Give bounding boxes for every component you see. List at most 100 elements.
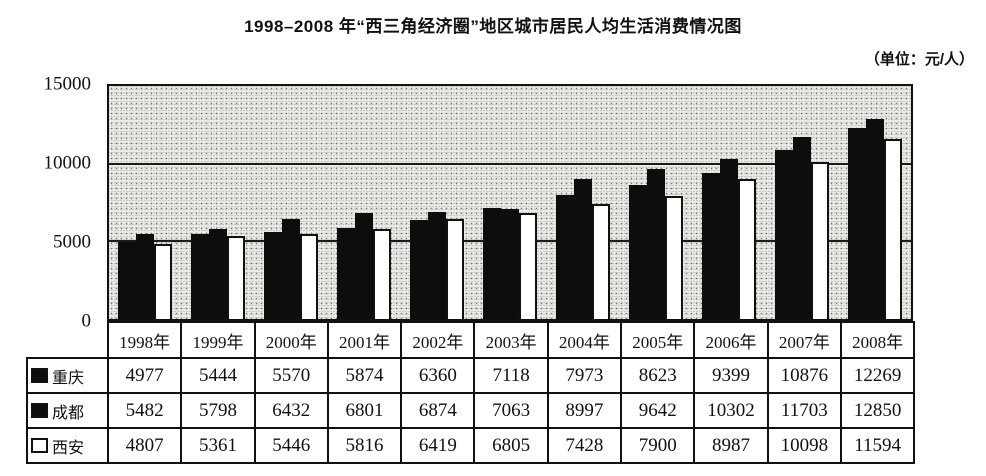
bar-group-2006年 xyxy=(692,86,765,319)
bar-group-2001年 xyxy=(328,86,401,319)
value-cell-重庆-2006年: 9399 xyxy=(693,357,769,394)
value-cell-西安-2003年: 6805 xyxy=(473,427,549,464)
bar-group-1998年 xyxy=(109,86,182,319)
value-cell-西安-2000年: 5446 xyxy=(253,427,329,464)
value-cell-成都-2007年: 11703 xyxy=(766,392,842,429)
value-cell-重庆-2007年: 10876 xyxy=(766,357,842,394)
table-body: 1998年 1999年 2000年 2001年 2002年 2003年 2004年 2005年… xyxy=(26,321,916,464)
legend-swatch-重庆 xyxy=(31,368,48,383)
year-cell-2003年: 2003年 xyxy=(473,321,549,359)
year-cell-2008年: 2008年 xyxy=(839,321,916,359)
value-cell-西安-1999年: 5361 xyxy=(180,427,256,464)
y-tick-label: 15000 xyxy=(43,73,92,95)
bar-西安-2006年 xyxy=(737,179,756,319)
bar-groups xyxy=(109,86,911,319)
bar-重庆-2000年 xyxy=(264,232,283,319)
ghost-cell xyxy=(27,322,108,358)
year-cell-2006年: 2006年 xyxy=(693,321,769,359)
legend-inner: 西安 xyxy=(28,434,107,458)
value-cell-重庆-2008年: 12269 xyxy=(839,357,916,394)
bar-西安-2000年 xyxy=(300,234,319,319)
legend-label: 西安 xyxy=(52,439,85,457)
bar-group-1999年 xyxy=(182,86,255,319)
bar-西安-2003年 xyxy=(518,213,537,319)
bar-重庆-2001年 xyxy=(337,227,356,319)
value-cell-重庆-2000年: 5570 xyxy=(253,357,329,394)
y-tick-label: 0 xyxy=(81,310,92,332)
bar-成都-2005年 xyxy=(646,169,665,319)
bar-西安-1999年 xyxy=(227,235,246,319)
legend-cell-西安: 西安 xyxy=(26,427,109,464)
bar-成都-1998年 xyxy=(136,233,155,319)
year-cell-2005年: 2005年 xyxy=(620,321,696,359)
bar-成都-1999年 xyxy=(209,228,228,319)
bar-重庆-2005年 xyxy=(628,185,647,319)
value-cell-成都-2006年: 10302 xyxy=(693,392,769,429)
value-cell-西安-1998年: 4807 xyxy=(106,427,183,464)
value-cell-重庆-2003年: 7118 xyxy=(473,357,549,394)
value-cell-成都-2000年: 6432 xyxy=(253,392,329,429)
bar-西安-2004年 xyxy=(591,203,610,319)
value-cell-成都-1998年: 5482 xyxy=(106,392,183,429)
year-header-row: 1998年 1999年 2000年 2001年 2002年 2003年 2004年 2005年… xyxy=(27,321,916,359)
bar-西安-1998年 xyxy=(154,244,173,319)
bar-成都-2008年 xyxy=(865,119,884,319)
value-cell-重庆-2002年: 6360 xyxy=(400,357,476,394)
year-cell-1998年: 1998年 xyxy=(106,321,183,359)
grid-line xyxy=(109,162,911,165)
year-cell-2002年: 2002年 xyxy=(400,321,476,359)
legend-swatch-西安 xyxy=(31,438,48,453)
bar-重庆-2006年 xyxy=(701,173,720,319)
legend-label: 重庆 xyxy=(52,369,85,387)
value-cell-重庆-1998年: 4977 xyxy=(106,357,183,394)
value-cell-西安-2006年: 8987 xyxy=(693,427,769,464)
series-row-成都: 成都 5482 5798 6432 6801 6874 7063 8997 9642 10302 1… xyxy=(26,392,916,429)
bar-group-2003年 xyxy=(474,86,547,319)
value-cell-西安-2002年: 6419 xyxy=(400,427,476,464)
value-cell-成都-2005年: 9642 xyxy=(620,392,696,429)
bar-group-2005年 xyxy=(619,86,692,319)
year-cell-2004年: 2004年 xyxy=(546,321,623,359)
value-cell-成都-1999年: 5798 xyxy=(180,392,256,429)
series-row-重庆: 重庆 4977 5444 5570 5874 6360 7118 7973 8623 9399 10… xyxy=(26,357,916,394)
value-cell-重庆-2001年: 5874 xyxy=(326,357,403,394)
bar-成都-2001年 xyxy=(355,213,374,319)
bar-重庆-2007年 xyxy=(774,150,793,319)
bar-西安-2008年 xyxy=(883,138,902,319)
bar-成都-2000年 xyxy=(282,219,301,319)
value-cell-西安-2004年: 7428 xyxy=(546,427,623,464)
value-cell-重庆-1999年: 5444 xyxy=(180,357,256,394)
value-cell-西安-2007年: 10098 xyxy=(766,427,842,464)
legend-cell-重庆: 重庆 xyxy=(26,357,109,394)
plot-area xyxy=(107,84,913,321)
value-cell-成都-2002年: 6874 xyxy=(400,392,476,429)
data-table: 1998年 1999年 2000年 2001年 2002年 2003年 2004年 2005年… xyxy=(26,321,916,464)
bar-西安-2002年 xyxy=(446,219,465,319)
unit-label: （单位：元/人） xyxy=(864,51,974,68)
value-cell-重庆-2004年: 7973 xyxy=(546,357,623,394)
value-cell-西安-2005年: 7900 xyxy=(620,427,696,464)
bar-group-2002年 xyxy=(401,86,474,319)
bar-重庆-2002年 xyxy=(410,220,429,319)
y-tick-label: 10000 xyxy=(43,152,92,174)
bar-group-2004年 xyxy=(546,86,619,319)
bar-西安-2001年 xyxy=(373,228,392,319)
bar-成都-2006年 xyxy=(719,158,738,319)
bar-成都-2002年 xyxy=(428,212,447,319)
legend-swatch-成都 xyxy=(31,403,48,418)
bar-group-2008年 xyxy=(838,86,911,319)
value-cell-成都-2004年: 8997 xyxy=(546,392,623,429)
bar-成都-2007年 xyxy=(792,137,811,319)
year-cell-2007年: 2007年 xyxy=(766,321,842,359)
value-cell-成都-2001年: 6801 xyxy=(326,392,403,429)
bar-重庆-2008年 xyxy=(847,128,866,319)
bar-西安-2005年 xyxy=(664,196,683,319)
bar-group-2000年 xyxy=(255,86,328,319)
year-cell-2000年: 2000年 xyxy=(253,321,329,359)
bar-group-2007年 xyxy=(765,86,838,319)
bar-重庆-1998年 xyxy=(118,241,137,319)
y-axis: 0 5000 10000 15000 xyxy=(0,75,99,331)
legend-cell-成都: 成都 xyxy=(26,392,109,429)
